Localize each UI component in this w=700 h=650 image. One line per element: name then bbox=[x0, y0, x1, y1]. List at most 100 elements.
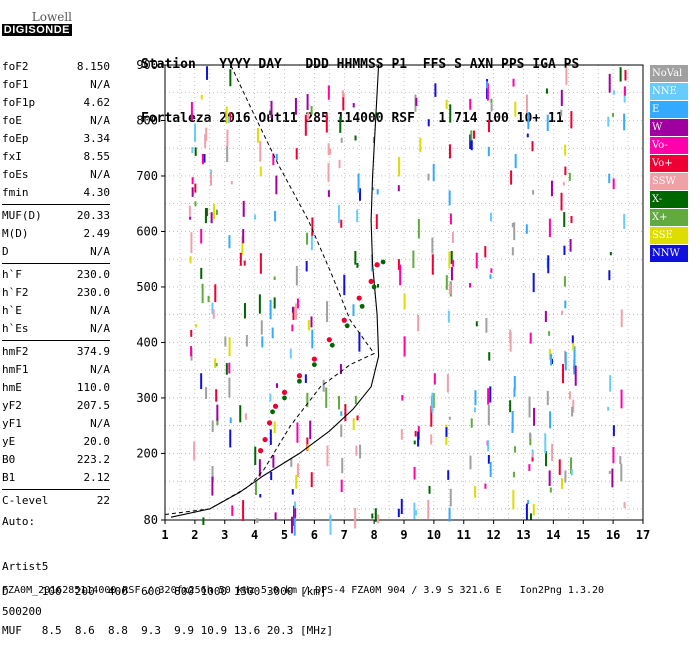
trace-o-point bbox=[281, 389, 288, 395]
param-row: B0 223.2 bbox=[2, 451, 110, 469]
noise-echo bbox=[545, 451, 548, 467]
param-row: hmE 110.0 bbox=[2, 379, 110, 397]
noise-echo bbox=[449, 283, 452, 294]
noise-echo bbox=[311, 329, 314, 349]
noise-echo bbox=[529, 513, 532, 520]
noise-echo bbox=[201, 283, 204, 304]
noise-echo bbox=[514, 153, 517, 169]
noise-echo bbox=[400, 429, 403, 440]
noise-echo bbox=[210, 169, 213, 174]
noise-echo bbox=[304, 114, 307, 136]
noise-echo bbox=[532, 190, 535, 195]
param-value: N/A bbox=[90, 304, 110, 317]
noise-echo bbox=[560, 192, 563, 211]
noise-echo bbox=[609, 252, 612, 256]
noise-echo bbox=[214, 284, 217, 303]
noise-echo bbox=[564, 166, 567, 175]
noise-echo bbox=[295, 474, 298, 489]
noise-echo bbox=[623, 86, 626, 96]
noise-echo bbox=[564, 351, 567, 371]
noise-echo bbox=[371, 513, 374, 519]
param-value: 207.5 bbox=[76, 399, 110, 412]
noise-echo bbox=[473, 130, 476, 139]
noise-echo bbox=[209, 169, 212, 186]
trace-o-point bbox=[326, 337, 332, 343]
noise-echo bbox=[572, 342, 575, 351]
noise-echo bbox=[449, 213, 452, 225]
noise-echo bbox=[513, 388, 516, 397]
noise-echo bbox=[200, 94, 203, 100]
noise-echo bbox=[446, 374, 449, 393]
noise-echo bbox=[212, 309, 215, 319]
noise-echo bbox=[327, 143, 330, 156]
noise-echo bbox=[447, 310, 450, 323]
noise-echo bbox=[514, 101, 517, 117]
noise-echo bbox=[352, 304, 355, 317]
noise-echo bbox=[205, 387, 208, 399]
param-value: 2.12 bbox=[83, 471, 111, 484]
y-tick-label: 700 bbox=[136, 169, 158, 183]
noise-echo bbox=[275, 383, 278, 388]
noise-echo bbox=[272, 153, 275, 166]
noise-echo bbox=[401, 395, 404, 401]
noise-echo bbox=[570, 457, 573, 474]
noise-echo bbox=[370, 254, 373, 272]
noise-echo bbox=[430, 434, 433, 445]
param-row: MUF(D) 20.33 bbox=[2, 207, 110, 225]
noise-echo bbox=[356, 209, 359, 223]
noise-echo bbox=[329, 514, 332, 535]
noise-echo bbox=[528, 464, 531, 471]
noise-echo bbox=[544, 310, 547, 323]
noise-echo bbox=[200, 267, 203, 279]
param-row: yF1 N/A bbox=[2, 415, 110, 433]
trace-o-point bbox=[266, 420, 273, 426]
param-row: h`F2 230.0 bbox=[2, 284, 110, 302]
x-tick-label: 8 bbox=[371, 528, 378, 542]
noise-echo bbox=[427, 499, 430, 519]
noise-echo bbox=[275, 153, 278, 161]
trace-x-point bbox=[270, 409, 275, 415]
noise-echo bbox=[427, 119, 430, 127]
noise-echo bbox=[488, 352, 491, 361]
noise-echo bbox=[529, 332, 532, 344]
noise-echo bbox=[548, 218, 551, 238]
noise-echo bbox=[413, 440, 416, 445]
y-tick-label: 400 bbox=[136, 335, 158, 349]
noise-echo bbox=[190, 232, 193, 254]
noise-echo bbox=[397, 185, 400, 192]
noise-echo bbox=[490, 268, 493, 273]
param-name: yE bbox=[2, 435, 16, 448]
noise-echo bbox=[339, 116, 342, 133]
noise-echo bbox=[270, 471, 273, 481]
noise-echo bbox=[431, 254, 434, 275]
noise-echo bbox=[211, 302, 214, 315]
noise-echo bbox=[449, 488, 452, 507]
noise-echo bbox=[563, 212, 566, 228]
y-tick-label: 200 bbox=[136, 446, 158, 460]
noise-echo bbox=[623, 213, 626, 229]
param-value: N/A bbox=[90, 78, 110, 91]
noise-echo bbox=[206, 66, 209, 80]
noise-echo bbox=[214, 358, 217, 369]
noise-echo bbox=[568, 391, 571, 400]
noise-echo bbox=[239, 405, 242, 423]
noise-echo bbox=[417, 431, 420, 447]
noise-echo bbox=[544, 433, 547, 454]
logo-line2: DIGISONDE bbox=[1, 24, 72, 36]
noise-echo bbox=[274, 210, 277, 222]
auto-program: Artist5 bbox=[2, 560, 49, 573]
noise-echo bbox=[338, 395, 341, 410]
noise-echo bbox=[549, 411, 552, 429]
noise-echo bbox=[509, 400, 512, 413]
noise-echo bbox=[354, 250, 357, 265]
param-value: 3.34 bbox=[83, 132, 111, 145]
param-name: MUF(D) bbox=[2, 209, 42, 222]
noise-echo bbox=[545, 88, 548, 94]
noise-echo bbox=[398, 156, 401, 177]
noise-echo bbox=[428, 485, 431, 494]
noise-echo bbox=[229, 429, 232, 448]
noise-echo bbox=[619, 456, 622, 465]
noise-echo bbox=[326, 445, 329, 467]
noise-echo bbox=[216, 404, 219, 421]
noise-echo bbox=[377, 283, 380, 288]
